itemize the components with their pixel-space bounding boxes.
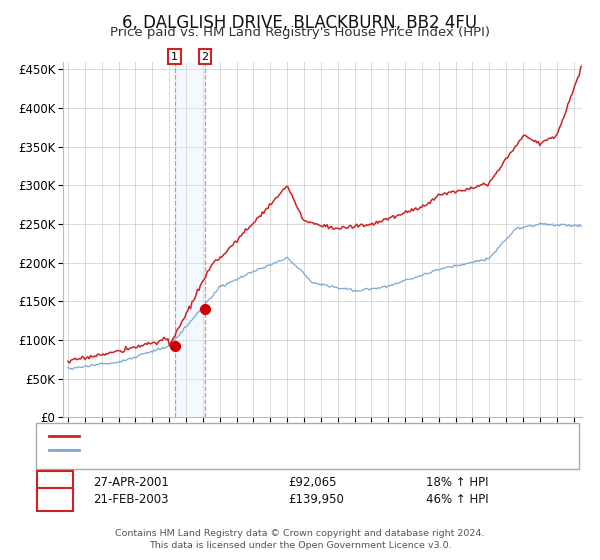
Text: 21-FEB-2003: 21-FEB-2003 xyxy=(93,493,169,506)
Text: Contains HM Land Registry data © Crown copyright and database right 2024.: Contains HM Land Registry data © Crown c… xyxy=(115,529,485,538)
Text: £139,950: £139,950 xyxy=(288,493,344,506)
Text: 6, DALGLISH DRIVE, BLACKBURN, BB2 4FU (detached house): 6, DALGLISH DRIVE, BLACKBURN, BB2 4FU (d… xyxy=(85,431,424,441)
Text: This data is licensed under the Open Government Licence v3.0.: This data is licensed under the Open Gov… xyxy=(149,542,451,550)
Text: 1: 1 xyxy=(171,52,178,62)
Text: 1: 1 xyxy=(52,476,59,489)
Text: HPI: Average price, detached house, Blackburn with Darwen: HPI: Average price, detached house, Blac… xyxy=(85,445,421,455)
Text: 2: 2 xyxy=(52,493,59,506)
Text: £92,065: £92,065 xyxy=(288,476,337,489)
Text: 18% ↑ HPI: 18% ↑ HPI xyxy=(426,476,488,489)
Text: 46% ↑ HPI: 46% ↑ HPI xyxy=(426,493,488,506)
Text: 6, DALGLISH DRIVE, BLACKBURN, BB2 4FU: 6, DALGLISH DRIVE, BLACKBURN, BB2 4FU xyxy=(122,14,478,32)
Text: 2: 2 xyxy=(202,52,209,62)
Bar xyxy=(175,62,205,417)
Text: 27-APR-2001: 27-APR-2001 xyxy=(93,476,169,489)
Text: Price paid vs. HM Land Registry's House Price Index (HPI): Price paid vs. HM Land Registry's House … xyxy=(110,26,490,39)
